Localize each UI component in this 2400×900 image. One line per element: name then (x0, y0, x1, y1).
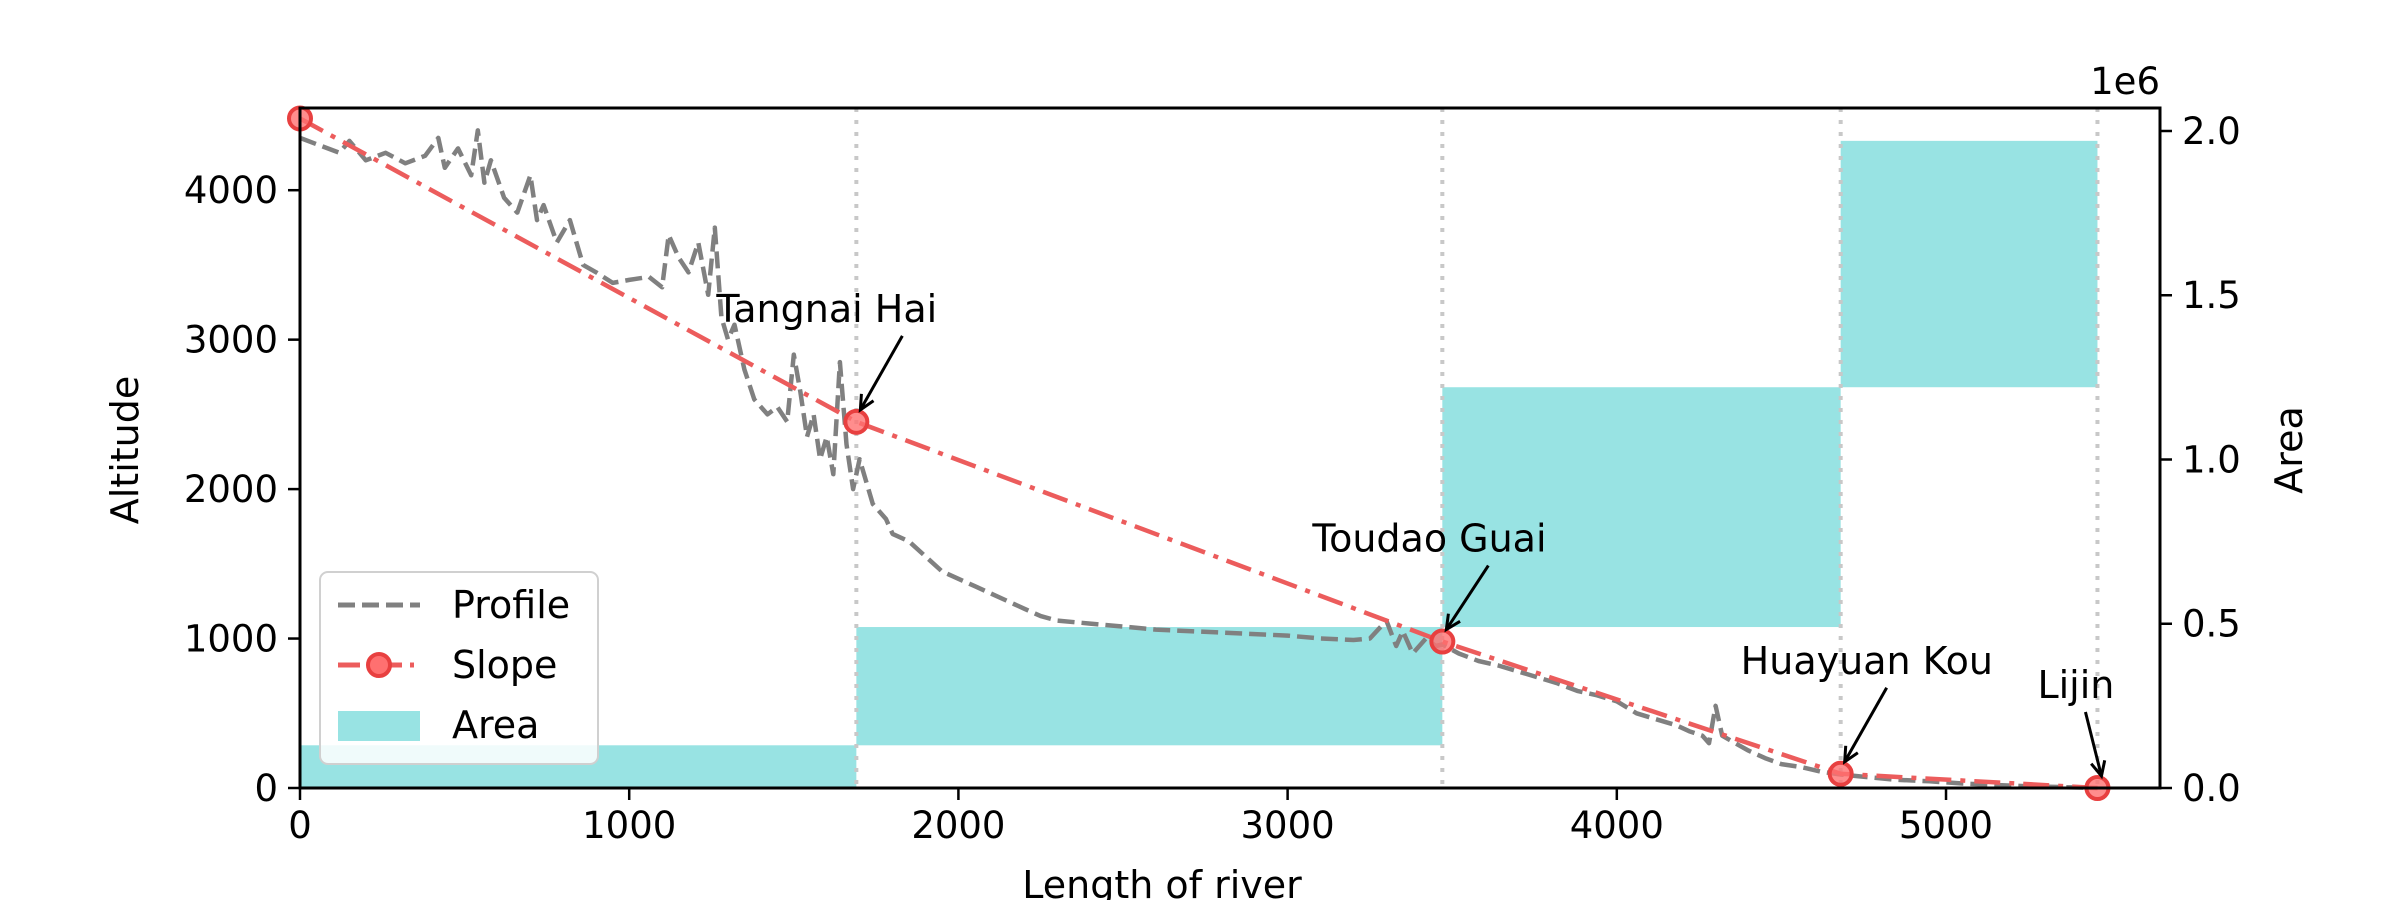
legend-slope-marker (366, 652, 392, 678)
x-tick-label-4: 3000 (1241, 804, 1335, 847)
slope-point-4 (1827, 760, 1854, 787)
y-axis-ticks: 0 1000 2000 3000 4000 (184, 169, 300, 810)
legend-area-swatch (338, 711, 420, 741)
y-tick-label-4: 3000 (184, 319, 278, 362)
annotation-arrowhead-1 (858, 393, 875, 413)
area-bar-4 (1840, 140, 2098, 388)
annotation-arrow-1 (859, 335, 904, 411)
y-tick-label-5: 4000 (184, 169, 278, 212)
y2-tick-label-5: 2.0 (2182, 110, 2241, 153)
x-tick-label-1: 0 (288, 804, 312, 847)
x-tick-label-2: 1000 (582, 804, 676, 847)
y-tick-label-1: 0 (254, 767, 278, 810)
plot-frame (298, 106, 2162, 790)
annotation-label-1: Tangnai Hai (715, 287, 937, 331)
annotation-arrowhead-4 (2090, 760, 2107, 780)
legend: Profile Slope Area (319, 571, 599, 765)
annotation-arrow-3 (1843, 687, 1888, 763)
section-boundary-lines (854, 108, 2100, 788)
y-axis-label: Altitude (103, 376, 147, 525)
profile-series (299, 128, 2098, 791)
legend-area-label: Area (452, 703, 539, 747)
annotation-arrowhead-2 (1444, 613, 1461, 633)
area-bars (300, 140, 2098, 788)
x-axis-label: Length of river (1022, 863, 1302, 900)
annotations: Tangnai Hai Toudao Guai Huayuan Kou Lijin (715, 287, 2114, 780)
profile-line (299, 128, 2098, 791)
area-bar-3 (1442, 387, 1841, 628)
legend-slope-label: Slope (452, 643, 557, 687)
annotation-label-2: Toudao Guai (1311, 517, 1546, 561)
x-tick-label-6: 5000 (1899, 804, 1993, 847)
area-bar-2 (856, 627, 1443, 746)
slope-point-2 (843, 408, 870, 435)
annotation-label-4: Lijin (2037, 663, 2114, 707)
x-tick-label-5: 4000 (1570, 804, 1664, 847)
y2-axis-label: Area (2267, 406, 2311, 493)
y2-offset-label: 1e6 (2090, 60, 2160, 103)
annotation-arrow-4 (2083, 711, 2103, 777)
slope-point-3 (1429, 628, 1456, 655)
y2-tick-label-1: 0.0 (2182, 767, 2241, 810)
y2-axis-ticks: 0.0 0.5 1.0 1.5 2.0 (2160, 110, 2241, 810)
slope-series (287, 105, 2111, 801)
slope-line (298, 116, 2098, 791)
annotation-arrowhead-3 (1842, 745, 1859, 765)
annotation-label-3: Huayuan Kou (1741, 639, 1993, 683)
y2-tick-label-2: 0.5 (2182, 603, 2241, 646)
y2-tick-label-3: 1.0 (2182, 438, 2241, 481)
x-axis-ticks: 0 1000 2000 3000 4000 5000 (288, 788, 1993, 847)
x-tick-label-3: 2000 (911, 804, 1005, 847)
legend-profile-label: Profile (452, 583, 570, 627)
y-tick-label-3: 2000 (184, 468, 278, 511)
annotation-arrow-2 (1445, 564, 1490, 631)
y-tick-label-2: 1000 (184, 618, 278, 661)
y2-tick-label-4: 1.5 (2182, 274, 2241, 317)
